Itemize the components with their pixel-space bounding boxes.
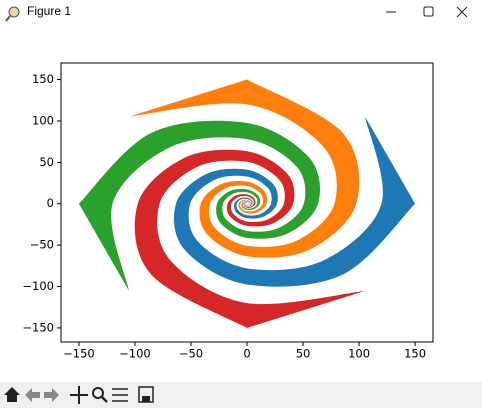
- pan-button[interactable]: [70, 386, 88, 404]
- zoom-button[interactable]: [92, 387, 108, 403]
- configure-button[interactable]: [112, 388, 128, 402]
- x-tick-label: 50: [296, 347, 311, 361]
- x-tick-label: −100: [119, 347, 151, 361]
- x-tick-label: 150: [404, 347, 426, 361]
- title-bar: Figure 1: [0, 0, 482, 28]
- close-button[interactable]: [456, 6, 468, 18]
- save-button[interactable]: [138, 386, 154, 403]
- app-icon: [5, 6, 20, 22]
- y-tick-label: 100: [32, 113, 54, 127]
- toolbar: [0, 382, 482, 408]
- spiral-arm: [173, 116, 416, 287]
- title-bar-bg: [0, 0, 482, 28]
- y-tick-label: 0: [47, 196, 54, 210]
- forward-button[interactable]: [44, 388, 59, 402]
- plot: [78, 79, 416, 328]
- x-tick-label: 0: [243, 347, 250, 361]
- back-button[interactable]: [25, 388, 40, 402]
- home-button[interactable]: [4, 387, 20, 402]
- y-tick-label: 50: [39, 155, 54, 169]
- window-title: Figure 1: [27, 4, 71, 18]
- y-tick-label: −150: [22, 320, 54, 334]
- y-tick-label: −50: [30, 238, 54, 252]
- x-tick-label: −50: [179, 347, 203, 361]
- y-tick-label: −100: [22, 279, 54, 293]
- spiral-arm: [129, 79, 360, 258]
- x-tick-label: 100: [348, 347, 370, 361]
- y-tick-label: 150: [32, 72, 54, 86]
- x-tick-label: −150: [63, 347, 95, 361]
- spiral-arm: [134, 149, 365, 328]
- maximize-button[interactable]: [423, 6, 434, 17]
- spiral-arm: [78, 120, 321, 291]
